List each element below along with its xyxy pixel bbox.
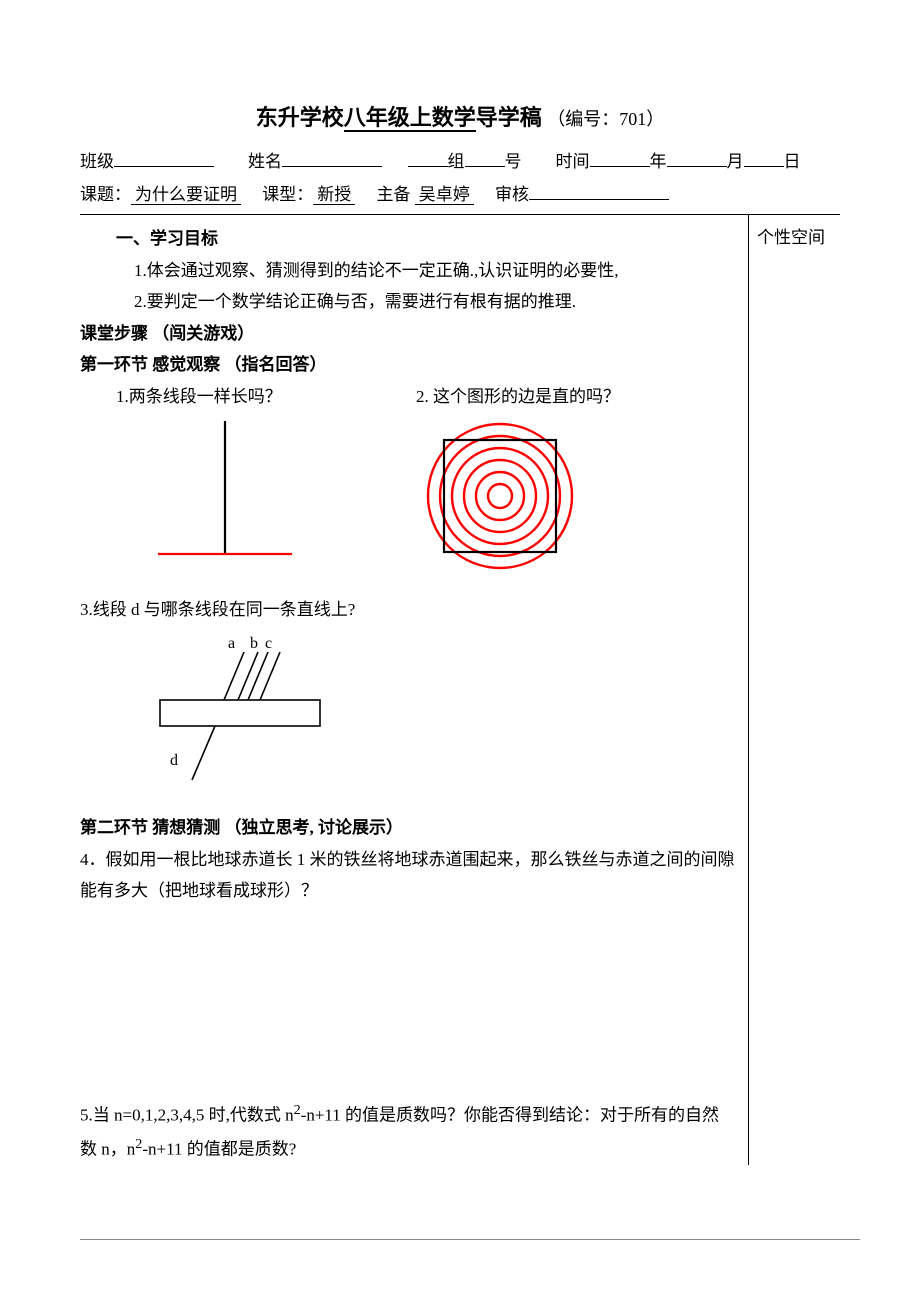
time-label: 时间	[556, 152, 590, 171]
name-blank[interactable]	[282, 150, 382, 167]
steps-title: 课堂步骤 （闯关游戏）	[80, 318, 736, 349]
month-label: 月	[727, 152, 744, 171]
figure-1	[140, 416, 310, 576]
side-column: 个性空间	[748, 215, 840, 1164]
group-label: 组	[448, 152, 465, 171]
footer-rule	[80, 1239, 860, 1240]
illusion-t-lines	[140, 416, 310, 566]
class-blank[interactable]	[114, 150, 214, 167]
objective-1: 1.体会通过观察、猜测得到的结论不一定正确.,认识证明的必要性,	[80, 255, 736, 286]
lessontype-value: 新授	[313, 185, 355, 205]
q5-part1: 5.当 n=0,1,2,3,4,5 时,代数式 n	[80, 1105, 294, 1124]
class-label: 班级	[80, 152, 114, 171]
lessontype-label: 课型：	[262, 185, 313, 204]
fig3-label-a: a	[228, 635, 235, 652]
topic-label: 课题：	[80, 185, 131, 204]
fig3-label-b: b	[250, 635, 258, 652]
question-row-1-2: 1.两条线段一样长吗？ 2. 这个图形的边是直的吗？	[80, 381, 736, 412]
q5-sup1: 2	[294, 1102, 301, 1118]
year-label: 年	[650, 152, 667, 171]
month-blank[interactable]	[667, 150, 727, 167]
year-blank[interactable]	[590, 150, 650, 167]
title-doctype: 导学稿	[476, 105, 542, 130]
question-2: 2. 这个图形的边是直的吗？	[416, 381, 736, 412]
phase2-title: 第二环节 猜想猜测 （独立思考, 讨论展示）	[80, 812, 736, 843]
blank-space-q4	[80, 907, 736, 1097]
review-blank[interactable]	[529, 183, 669, 200]
groupno-blank[interactable]	[465, 150, 505, 167]
figure-2	[420, 416, 580, 586]
title-serial: （编号：701）	[547, 109, 664, 129]
header-row-2: 课题：为什么要证明 课型：新授 主备 吴卓婷 审核	[80, 181, 840, 208]
content-wrap: 一、学习目标 1.体会通过观察、猜测得到的结论不一定正确.,认识证明的必要性, …	[80, 214, 840, 1164]
objective-2: 2.要判定一个数学结论正确与否，需要进行有根有据的推理.	[80, 286, 736, 317]
topic-value: 为什么要证明	[131, 185, 241, 205]
figure-row-1	[80, 416, 736, 586]
title-grade: 八年级上数学	[344, 105, 476, 132]
day-label: 日	[784, 152, 801, 171]
prepared-label: 主备	[377, 185, 411, 204]
main-column: 一、学习目标 1.体会通过观察、猜测得到的结论不一定正确.,认识证明的必要性, …	[80, 215, 748, 1164]
illusion-line-segment: a b c d	[120, 630, 340, 790]
question-1: 1.两条线段一样长吗？	[116, 381, 416, 412]
title-school: 东升学校	[256, 105, 344, 130]
question-3: 3.线段 d 与哪条线段在同一条直线上?	[80, 594, 736, 625]
figure-3: a b c d	[120, 630, 736, 800]
name-label: 姓名	[248, 152, 282, 171]
title-main: 东升学校八年级上数学导学稿	[256, 105, 548, 132]
prepared-value: 吴卓婷	[415, 185, 474, 205]
review-label: 审核	[495, 185, 529, 204]
personal-space-label: 个性空间	[757, 223, 840, 248]
fig3-label-c: c	[265, 635, 272, 652]
doc-title: 东升学校八年级上数学导学稿 （编号：701）	[80, 100, 840, 132]
header-row-1: 班级 姓名 组 号 时间 年 月 日	[80, 148, 840, 175]
fig3-label-d: d	[170, 752, 178, 769]
group-blank[interactable]	[408, 150, 448, 167]
question-4: 4．假如用一根比地球赤道长 1 米的铁丝将地球赤道围起来，那么铁丝与赤道之间的间…	[80, 844, 736, 907]
groupno-label: 号	[505, 152, 522, 171]
q5-part3: -n+11 的值都是质数?	[142, 1139, 296, 1158]
question-5: 5.当 n=0,1,2,3,4,5 时,代数式 n2-n+11 的值是质数吗？你…	[80, 1097, 736, 1165]
day-blank[interactable]	[744, 150, 784, 167]
phase1-title: 第一环节 感觉观察 （指名回答）	[80, 349, 736, 380]
objectives-title: 一、学习目标	[80, 223, 736, 254]
illusion-circles-square	[420, 416, 580, 576]
